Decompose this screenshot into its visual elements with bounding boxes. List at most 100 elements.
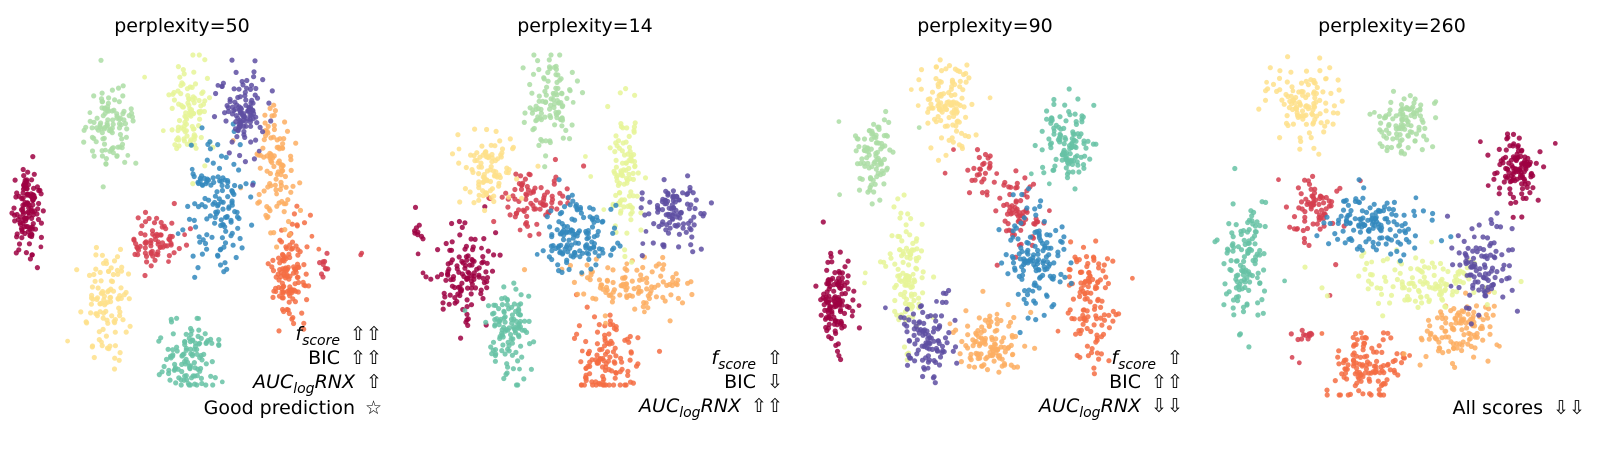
point xyxy=(1402,230,1409,236)
point xyxy=(838,285,844,291)
point xyxy=(31,192,37,199)
point xyxy=(458,335,464,341)
point xyxy=(1066,274,1072,280)
point xyxy=(1288,331,1294,337)
point xyxy=(1503,147,1509,153)
point xyxy=(594,214,600,220)
point xyxy=(277,260,283,266)
point xyxy=(520,180,526,186)
point xyxy=(935,84,942,90)
point xyxy=(38,234,45,240)
point xyxy=(1396,126,1402,132)
point xyxy=(638,210,644,216)
point xyxy=(928,313,934,319)
point xyxy=(285,264,291,270)
point xyxy=(211,114,218,120)
point xyxy=(484,275,491,281)
point xyxy=(1221,261,1227,267)
point xyxy=(210,175,216,181)
point xyxy=(472,126,478,132)
point xyxy=(181,71,187,77)
point xyxy=(1048,145,1054,151)
point xyxy=(1479,283,1485,290)
point xyxy=(542,114,548,120)
point xyxy=(1084,308,1090,314)
point xyxy=(836,300,842,306)
point xyxy=(1283,91,1289,98)
point xyxy=(535,163,541,169)
point xyxy=(898,210,904,216)
point xyxy=(831,282,837,288)
point xyxy=(919,221,925,227)
point xyxy=(1053,156,1059,162)
point xyxy=(1277,87,1283,93)
point xyxy=(624,125,630,131)
point xyxy=(563,127,569,133)
point xyxy=(931,274,937,280)
point xyxy=(171,97,177,103)
cluster xyxy=(813,219,863,363)
point xyxy=(1327,65,1333,71)
point xyxy=(1238,231,1244,237)
point xyxy=(199,357,205,363)
point xyxy=(1464,273,1470,278)
point xyxy=(943,106,949,112)
point xyxy=(1365,278,1372,284)
point xyxy=(1322,123,1328,129)
point xyxy=(1463,305,1469,311)
point xyxy=(575,230,581,236)
point xyxy=(1472,345,1478,351)
point xyxy=(214,189,220,195)
point xyxy=(161,363,167,370)
point xyxy=(1062,274,1068,280)
point xyxy=(604,278,611,284)
point xyxy=(627,357,633,363)
point xyxy=(497,174,503,181)
point xyxy=(1302,218,1308,224)
point xyxy=(1317,55,1323,61)
point xyxy=(1430,210,1436,217)
point xyxy=(1245,240,1251,246)
point xyxy=(219,187,225,194)
point xyxy=(237,152,243,159)
point xyxy=(1360,391,1366,397)
point xyxy=(688,202,694,208)
point xyxy=(639,253,645,259)
point xyxy=(287,231,293,237)
point xyxy=(1397,228,1403,234)
point xyxy=(286,290,292,296)
point xyxy=(1412,283,1418,289)
point xyxy=(489,155,495,161)
point xyxy=(853,148,859,154)
point xyxy=(584,262,590,268)
point xyxy=(597,356,604,362)
point xyxy=(195,265,201,271)
point xyxy=(690,249,696,255)
point xyxy=(128,106,134,112)
point xyxy=(1093,284,1099,290)
point xyxy=(1379,349,1385,355)
point xyxy=(91,271,97,278)
point xyxy=(1384,256,1390,262)
point xyxy=(1384,216,1390,222)
point xyxy=(1388,144,1395,151)
point xyxy=(978,335,984,341)
point xyxy=(34,265,41,271)
point xyxy=(176,137,182,143)
point xyxy=(1034,261,1041,267)
point xyxy=(482,207,488,214)
point xyxy=(1347,220,1353,226)
point xyxy=(1500,266,1506,272)
point xyxy=(547,224,553,230)
point xyxy=(23,185,30,192)
point xyxy=(1492,274,1498,281)
point xyxy=(610,279,616,286)
point xyxy=(81,139,87,145)
point xyxy=(688,242,694,248)
point xyxy=(125,153,131,158)
point xyxy=(119,145,125,151)
point xyxy=(1405,145,1411,151)
point xyxy=(629,259,635,265)
point xyxy=(1385,330,1391,336)
point xyxy=(544,214,550,220)
